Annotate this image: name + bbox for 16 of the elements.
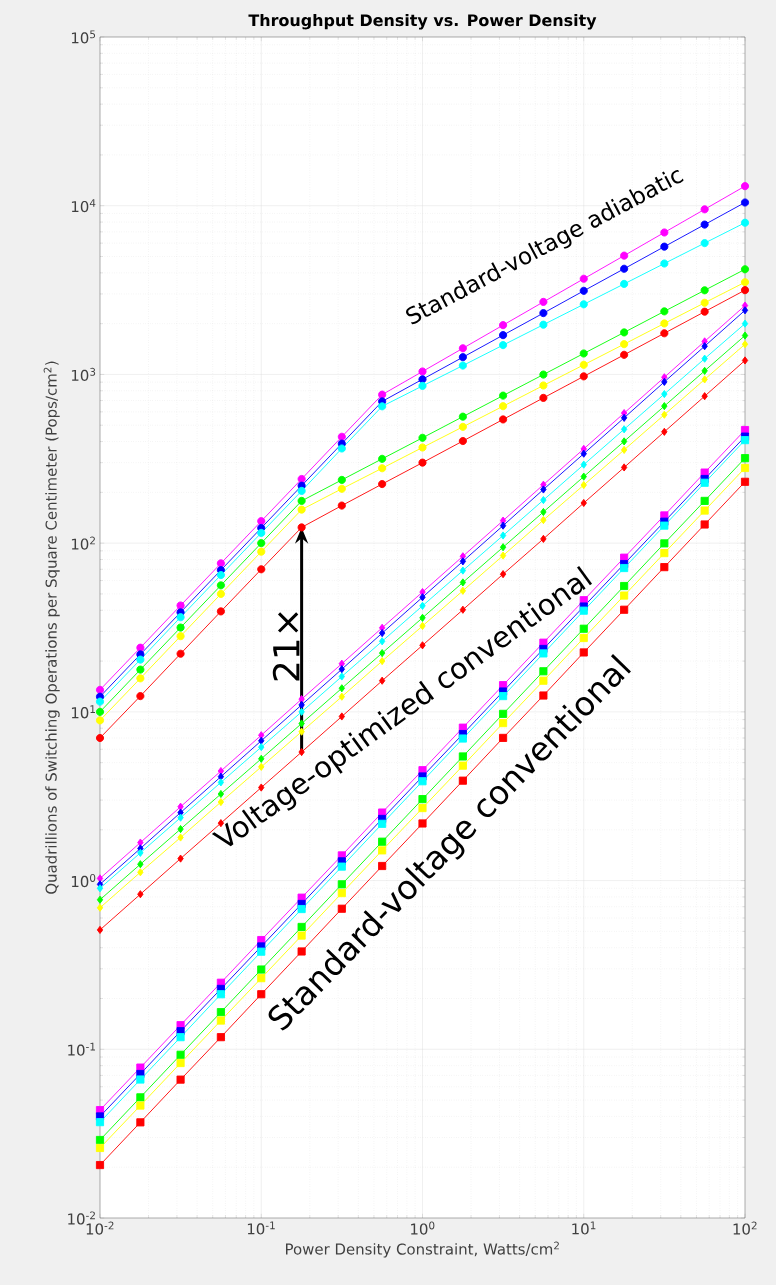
y-tick-label: 10$^{5}$ — [71, 30, 96, 44]
x-tick-label: 10$^{2}$ — [733, 1221, 757, 1235]
x-axis-title: Power Density Constraint, Watts/cm$^{2}$ — [286, 1241, 559, 1258]
x-tick-label: 10$^{-1}$ — [247, 1221, 275, 1235]
y-tick-label: 10$^{2}$ — [71, 536, 95, 550]
y-axis-title: Quadrillions of Switching Operations per Square Centimeter (Pops/cm$^{2}$) — [43, 361, 60, 894]
x-tick-label: 10$^{0}$ — [411, 1221, 435, 1235]
y-tick-label: 10$^{3}$ — [71, 367, 96, 382]
y-tick-label: 10$^{1}$ — [71, 705, 96, 719]
chart-title: Throughput Density vs. Power Density — [248, 13, 597, 30]
x-tick-label: 10$^{-2}$ — [86, 1221, 114, 1235]
x-tick-label: 10$^{1}$ — [572, 1221, 596, 1235]
annotation: 21× — [272, 612, 300, 681]
y-tick-label: 10$^{-1}$ — [68, 1042, 96, 1056]
y-tick-label: 10$^{0}$ — [71, 873, 96, 888]
y-tick-label: 10$^{4}$ — [71, 199, 96, 213]
